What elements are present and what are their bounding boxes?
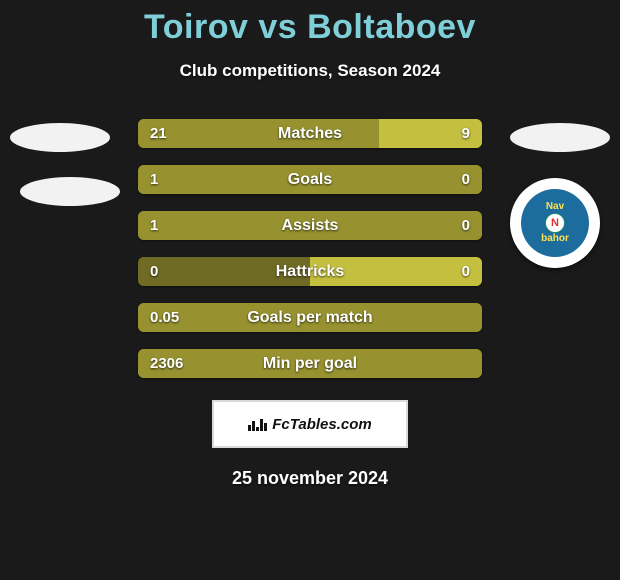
stat-bar-left [138,119,379,148]
stat-bar-left [138,257,310,286]
player2-club-badge: Nav N bahor [510,178,600,268]
player2-avatar [510,123,610,152]
stat-row: Goals10 [138,165,482,194]
stat-bar-right [310,257,482,286]
player1-avatar [10,123,110,152]
player1-club-avatar [20,177,120,206]
brand-card: FcTables.com [212,400,408,448]
footer-date: 25 november 2024 [0,468,620,489]
stat-bar-left [138,303,482,332]
comparison-infographic: Toirov vs Boltaboev Club competitions, S… [0,0,620,580]
brand-text: FcTables.com [272,416,371,433]
badge-center-letter: N [546,214,564,232]
page-title: Toirov vs Boltaboev [0,0,620,47]
stat-bar-right [379,119,482,148]
subtitle: Club competitions, Season 2024 [0,61,620,81]
stat-row: Assists10 [138,211,482,240]
stat-row: Min per goal2306 [138,349,482,378]
badge-graphic: Nav N bahor [521,189,589,257]
stat-row: Goals per match0.05 [138,303,482,332]
stat-bar-left [138,349,482,378]
stat-row: Matches219 [138,119,482,148]
badge-text-top: Nav [546,202,564,212]
badge-text-bottom: bahor [541,234,569,244]
stat-row: Hattricks00 [138,257,482,286]
bar-chart-icon [248,417,266,431]
stat-bar-left [138,211,482,240]
stat-bar-left [138,165,482,194]
